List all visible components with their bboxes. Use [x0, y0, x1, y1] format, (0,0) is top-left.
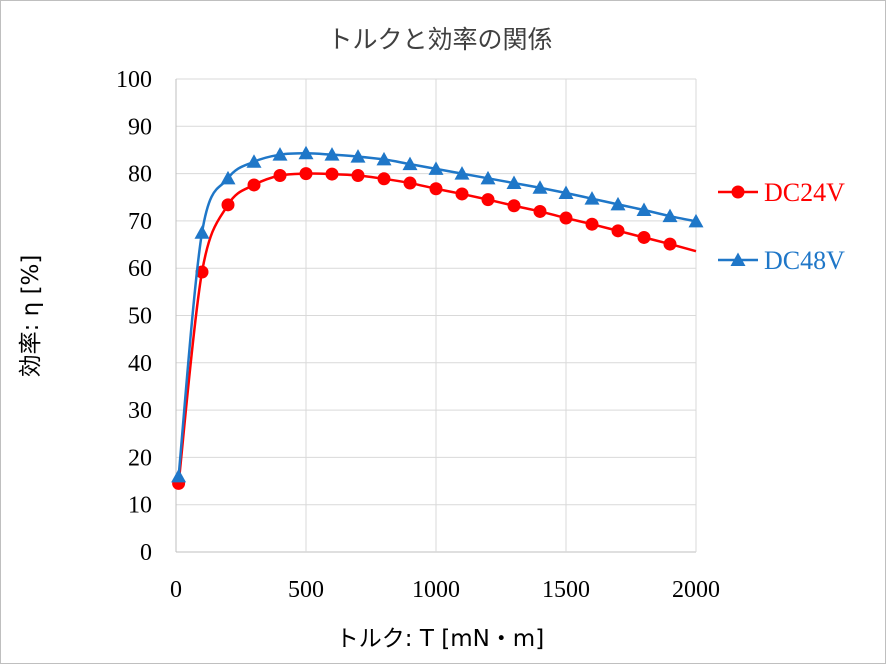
legend-label: DC48V	[764, 246, 845, 275]
data-point	[377, 172, 391, 186]
data-point	[584, 191, 600, 205]
y-tick-label: 30	[128, 398, 152, 424]
x-tick-label: 0	[170, 577, 182, 603]
data-point	[220, 170, 236, 185]
y-tick-label: 10	[128, 493, 152, 519]
data-point	[325, 167, 339, 181]
data-point	[454, 166, 470, 180]
data-point	[480, 170, 496, 185]
data-point	[272, 147, 288, 161]
series-line	[177, 152, 697, 477]
data-point	[324, 147, 340, 161]
y-tick-label: 100	[116, 67, 152, 93]
y-tick-label: 50	[128, 304, 152, 330]
data-point	[636, 202, 652, 217]
legend-label: DC24V	[764, 178, 845, 207]
data-point	[350, 149, 366, 163]
legend: DC24V DC48V	[718, 178, 845, 275]
series-dc24v	[172, 167, 697, 490]
chart-title: トルクと効率の関係	[327, 25, 552, 54]
data-point	[221, 198, 235, 212]
series-plot	[171, 145, 704, 490]
data-point	[506, 175, 522, 190]
y-tick-label: 20	[128, 445, 152, 471]
legend-marker	[730, 252, 746, 266]
data-point	[610, 196, 626, 211]
data-point	[585, 217, 599, 231]
data-point	[507, 199, 521, 213]
x-tick-label: 500	[288, 577, 324, 603]
data-point	[428, 161, 444, 175]
legend-item-dc48v: DC48V	[718, 246, 845, 275]
data-point	[195, 265, 209, 279]
data-point	[298, 145, 314, 160]
x-tick-label: 1000	[412, 577, 460, 603]
y-axis-title: 効率: η [%]	[18, 255, 44, 378]
legend-item-dc24v: DC24V	[718, 178, 845, 207]
data-point	[663, 237, 677, 251]
data-point	[559, 211, 573, 225]
grid	[175, 78, 697, 553]
data-point	[533, 204, 547, 218]
data-point	[429, 182, 443, 196]
y-tick-label: 0	[140, 540, 152, 566]
y-tick-label: 60	[128, 256, 152, 282]
data-point	[194, 225, 210, 239]
data-point	[403, 176, 417, 190]
data-point	[246, 154, 262, 168]
data-point	[637, 230, 651, 244]
x-axis-title: トルク: T [mN・m]	[336, 626, 544, 652]
data-point	[247, 178, 261, 192]
data-point	[273, 168, 287, 182]
data-point	[688, 213, 704, 228]
y-tick-label: 90	[128, 114, 152, 140]
data-point	[481, 193, 495, 207]
data-point	[299, 167, 313, 181]
x-tick-label: 2000	[672, 577, 720, 603]
series-dc48v	[171, 145, 704, 483]
data-point	[351, 168, 365, 182]
data-point	[376, 151, 392, 166]
y-tick-label: 80	[128, 162, 152, 188]
series-line	[177, 172, 697, 484]
y-tick-label: 40	[128, 351, 152, 377]
data-point	[662, 208, 678, 223]
y-tick-label: 70	[128, 209, 152, 235]
data-point	[455, 187, 469, 201]
legend-marker	[731, 185, 745, 199]
data-point	[402, 156, 418, 171]
data-point	[558, 185, 574, 199]
data-point	[171, 468, 187, 483]
data-point	[532, 180, 548, 194]
data-point	[611, 224, 625, 238]
x-tick-label: 1500	[542, 577, 590, 603]
